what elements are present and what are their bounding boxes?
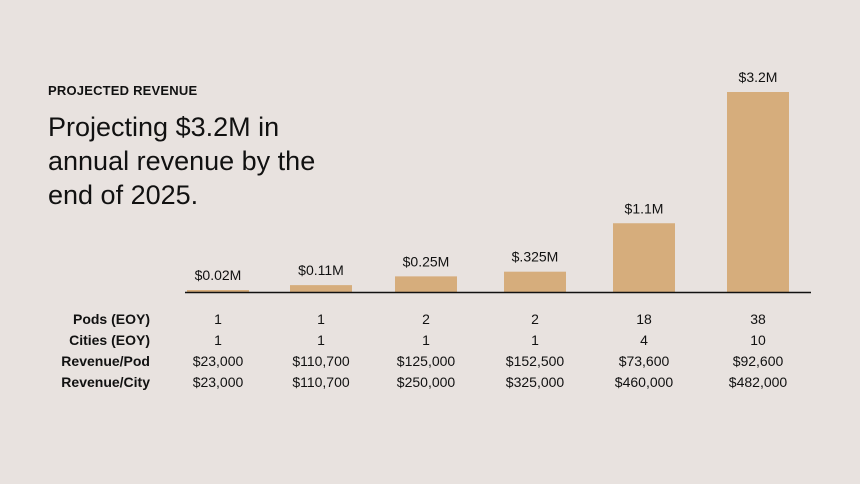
bar-value-label-3: $0.25M — [403, 253, 450, 269]
table-cell: 10 — [750, 332, 766, 348]
bar-value-label-5: $1.1M — [625, 200, 664, 216]
table-cell: 1 — [317, 332, 325, 348]
table-cell: $152,500 — [506, 353, 565, 369]
table-cell: $125,000 — [397, 353, 456, 369]
table-row-label-1: Pods (EOY) — [73, 311, 150, 327]
bar-5 — [613, 223, 675, 292]
bar-6 — [727, 92, 789, 292]
bar-3 — [395, 276, 457, 292]
bar-2 — [290, 285, 352, 292]
table-cell: $482,000 — [729, 374, 788, 390]
table-cell: $110,700 — [292, 353, 350, 369]
table-row-label-4: Revenue/City — [61, 374, 150, 390]
bar-4 — [504, 271, 566, 292]
table-cell: 4 — [640, 332, 648, 348]
table-cell: $325,000 — [506, 374, 565, 390]
table-row-label-3: Revenue/Pod — [61, 353, 150, 369]
table-row-label-2: Cities (EOY) — [69, 332, 150, 348]
table-cell: $250,000 — [397, 374, 456, 390]
table-cell: $110,700 — [292, 374, 350, 390]
bar-value-label-1: $0.02M — [195, 267, 242, 283]
table-cell: $23,000 — [193, 353, 244, 369]
table-cell: 1 — [214, 311, 222, 327]
table-cell: 1 — [422, 332, 430, 348]
table-cell: 1 — [531, 332, 539, 348]
table-cell: 1 — [214, 332, 222, 348]
table-cell: 1 — [317, 311, 325, 327]
table-cell: $23,000 — [193, 374, 244, 390]
table-cell: $92,600 — [733, 353, 784, 369]
bar-value-label-2: $0.11M — [298, 262, 344, 278]
table-cell: 18 — [636, 311, 652, 327]
table-cell: 2 — [422, 311, 430, 327]
table-cell: 38 — [750, 311, 766, 327]
headline: Projecting $3.2M in annual revenue by th… — [48, 112, 316, 210]
table-cell: 2 — [531, 311, 539, 327]
table-cell: $73,600 — [619, 353, 670, 369]
bar-value-label-4: $.325M — [512, 249, 559, 265]
bar-value-label-6: $3.2M — [739, 69, 778, 85]
table-cell: $460,000 — [615, 374, 674, 390]
eyebrow-label: PROJECTED REVENUE — [48, 83, 198, 98]
bar-1 — [187, 290, 249, 292]
